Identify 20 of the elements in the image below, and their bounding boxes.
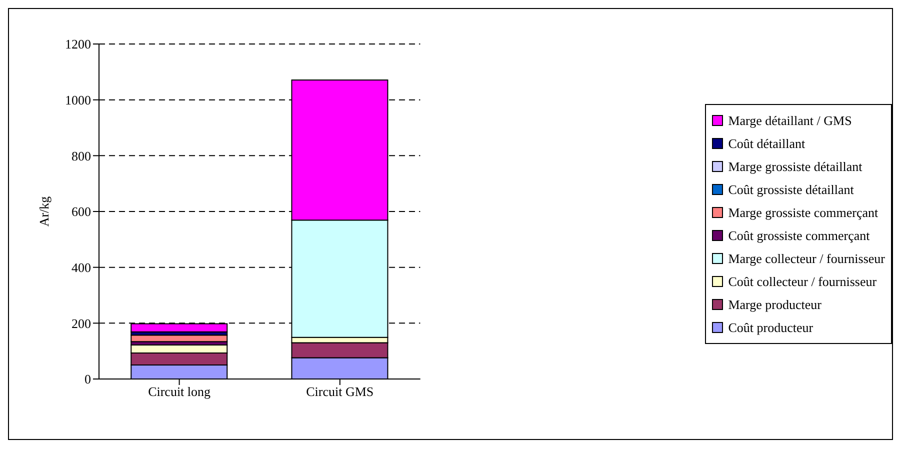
y-tick-label: 1200 [65, 36, 91, 52]
y-tick-label: 600 [72, 204, 91, 220]
y-tick-label: 400 [72, 260, 91, 275]
legend-label: Coût collecteur / fournisseur [728, 274, 877, 290]
y-tick-label: 1000 [65, 92, 91, 108]
y-axis-title: Ar/kg [36, 196, 52, 227]
legend-label: Coût détaillant [728, 136, 806, 152]
legend-label: Coût grossiste détaillant [728, 182, 854, 198]
y-tick-label: 0 [84, 372, 91, 387]
legend-label: Coût grossiste commerçant [728, 228, 870, 244]
legend-label: Marge producteur [728, 296, 822, 312]
y-tick-label: 200 [72, 316, 91, 331]
legend-label: Marge grossiste commerçant [728, 204, 878, 220]
legend-label: Coût producteur [728, 320, 814, 336]
y-tick-label: 800 [72, 148, 91, 164]
legend-label: Marge détaillant / GMS [728, 112, 852, 128]
legend-label: Marge grossiste détaillant [728, 158, 862, 174]
x-tick-label: Circuit long [148, 384, 212, 400]
x-tick-label: Circuit GMS [306, 384, 374, 400]
legend-label: Marge collecteur / fournisseur [728, 250, 885, 266]
